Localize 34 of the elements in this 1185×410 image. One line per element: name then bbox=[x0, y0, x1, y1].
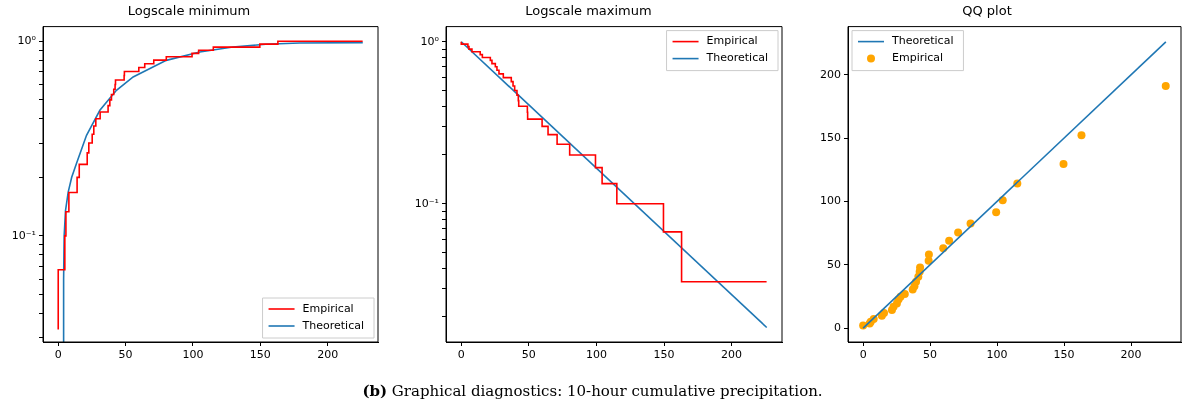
x-tick-label: 100 bbox=[585, 348, 607, 362]
y-tick-label: 0 bbox=[834, 320, 841, 334]
y-tick-label: 50 bbox=[827, 257, 841, 271]
y-tick-label: 10⁻¹ bbox=[11, 228, 36, 242]
chart-title: Logscale minimum bbox=[127, 3, 251, 19]
x-tick-label: 200 bbox=[721, 348, 743, 362]
legend-label: Theoretical bbox=[891, 34, 954, 48]
legend-label: Empirical bbox=[706, 34, 758, 48]
y-tick-label: 150 bbox=[820, 130, 841, 144]
legend-label: Empirical bbox=[892, 51, 944, 65]
x-tick-label: 150 bbox=[653, 348, 675, 362]
x-tick-label: 100 bbox=[182, 348, 204, 362]
chart-title: QQ plot bbox=[962, 3, 1012, 19]
x-tick-label: 50 bbox=[923, 348, 938, 362]
x-tick-label: 0 bbox=[54, 348, 62, 362]
x-tick-label: 0 bbox=[457, 348, 465, 362]
x-tick-label: 200 bbox=[1120, 348, 1142, 362]
y-tick-label: 10⁰ bbox=[17, 34, 37, 48]
x-tick-label: 50 bbox=[118, 348, 133, 362]
y-tick-label: 100 bbox=[820, 194, 841, 208]
x-tick-label: 150 bbox=[1053, 348, 1075, 362]
x-tick-label: 50 bbox=[521, 348, 536, 362]
x-tick-label: 0 bbox=[859, 348, 867, 362]
text: (b) Graphical diagnostics: 10-hour cumulative precipitation. bbox=[361, 382, 824, 400]
x-tick-label: 200 bbox=[317, 348, 339, 362]
y-tick-label: 10⁻¹ bbox=[414, 196, 439, 210]
legend-label: Theoretical bbox=[301, 318, 364, 332]
y-tick-label: 200 bbox=[820, 67, 841, 81]
legend-label: Theoretical bbox=[705, 51, 768, 65]
y-tick-label: 10⁰ bbox=[420, 34, 440, 48]
legend-label: Empirical bbox=[302, 301, 354, 315]
chart-title: Logscale maximum bbox=[525, 3, 652, 19]
x-tick-label: 100 bbox=[986, 348, 1008, 362]
x-tick-label: 150 bbox=[249, 348, 271, 362]
